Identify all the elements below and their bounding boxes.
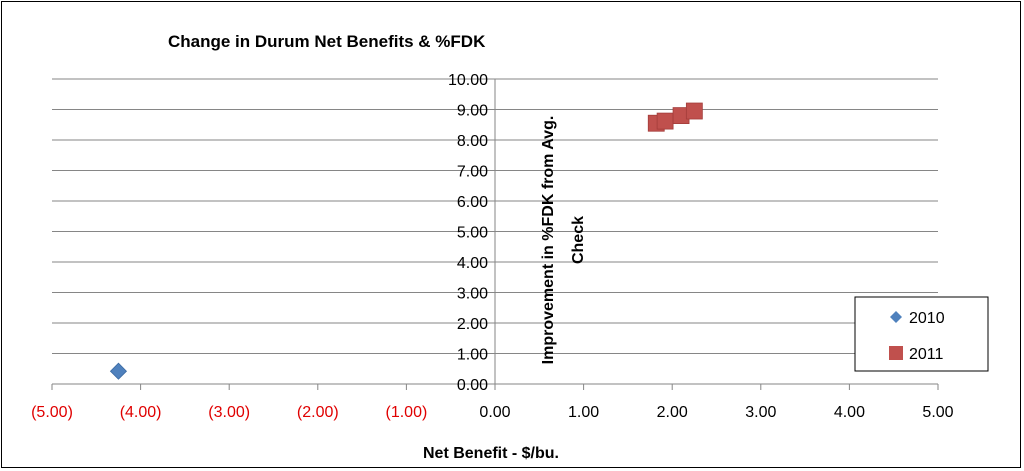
- x-tick-label-7: 2.00: [657, 404, 688, 421]
- axes: [51, 78, 939, 390]
- y-tick-label-7: 7.00: [457, 164, 488, 181]
- y-tick-label-0: 0.00: [457, 377, 488, 394]
- x-tick-label-3: (2.00): [297, 404, 339, 421]
- y-tick-label-2: 2.00: [457, 316, 488, 333]
- x-tick-label-0: (5.00): [31, 404, 73, 421]
- x-tick-label-9: 4.00: [834, 404, 865, 421]
- y-tick-labels: 0.00 1.00 2.00 3.00 4.00 5.00 6.00 7.00 8.00 9.00…: [448, 72, 488, 394]
- x-axis-title: Net Benefit - $/bu.: [423, 445, 559, 462]
- y-tick-label-3: 3.00: [457, 286, 488, 303]
- y-tick-label-10: 10.00: [448, 72, 488, 89]
- x-tick-label-8: 3.00: [745, 404, 776, 421]
- y-tick-label-9: 9.00: [457, 103, 488, 120]
- point-2011-1: [656, 112, 674, 130]
- y-tick-label-6: 6.00: [457, 194, 488, 211]
- legend: 2010 2011: [854, 296, 989, 372]
- legend-label-2010: 2010: [909, 310, 945, 327]
- x-tick-label-4: (1.00): [386, 404, 428, 421]
- y-axis-title-line-1: Check: [570, 216, 587, 264]
- legend-marker-2010: [890, 311, 902, 323]
- point-2011-3: [685, 102, 703, 120]
- chart-title: Change in Durum Net Benefits & %FDK: [168, 32, 486, 51]
- legend-label-2011: 2011: [909, 346, 944, 363]
- x-tick-label-10: 5.00: [922, 404, 953, 421]
- y-tick-label-8: 8.00: [457, 133, 488, 150]
- legend-marker-2011: [889, 346, 903, 360]
- data-points: [109, 102, 703, 380]
- y-axis-title: Improvement in %FDK from Avg. Check: [540, 116, 587, 365]
- y-axis-title-line-0: Improvement in %FDK from Avg.: [540, 116, 557, 365]
- x-tick-label-2: (3.00): [208, 404, 250, 421]
- x-tick-label-1: (4.00): [120, 404, 162, 421]
- x-tick-label-5: 0.00: [479, 404, 510, 421]
- x-tick-label-6: 1.00: [568, 404, 599, 421]
- legend-box: [854, 296, 989, 372]
- y-tick-label-5: 5.00: [457, 225, 488, 242]
- y-tick-label-4: 4.00: [457, 255, 488, 272]
- x-tick-labels: (5.00) (4.00) (3.00) (2.00) (1.00) 0.00 1.00 2.…: [31, 404, 954, 421]
- point-2010-0: [109, 362, 128, 380]
- y-tick-label-1: 1.00: [457, 347, 488, 364]
